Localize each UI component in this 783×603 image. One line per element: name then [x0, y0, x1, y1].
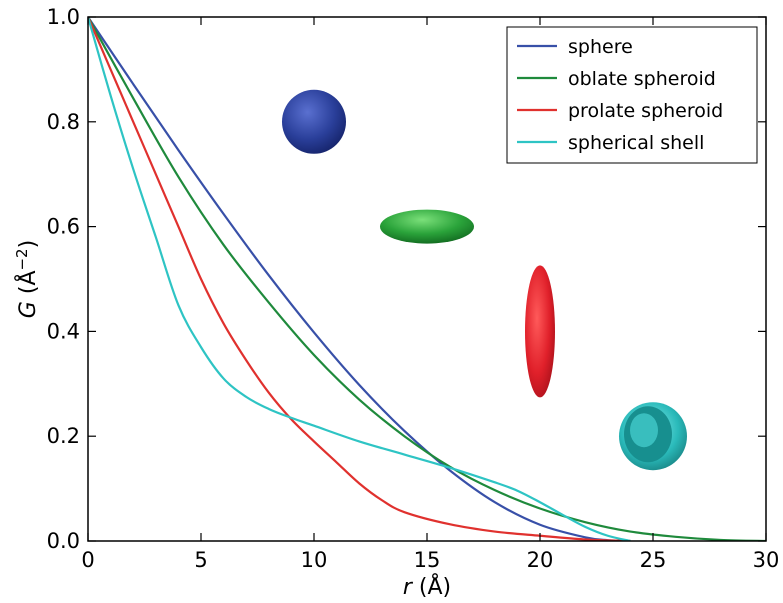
series-line-prolate-spheroid — [88, 17, 631, 541]
x-tick-label: 20 — [527, 548, 554, 572]
sphere-shape-icon — [282, 89, 346, 154]
legend-label: spherical shell — [568, 132, 704, 154]
x-tick-label: 15 — [414, 548, 441, 572]
spherical-shell-shape-icon — [619, 402, 687, 471]
y-tick-label: 0.4 — [47, 319, 80, 343]
legend-label: prolate spheroid — [568, 100, 723, 122]
x-tick-label: 0 — [81, 548, 94, 572]
y-tick-label: 0.6 — [47, 215, 80, 239]
y-tick-label: 1.0 — [47, 5, 80, 29]
x-tick-label: 30 — [753, 548, 780, 572]
x-axis-label: r (Å) — [403, 573, 451, 600]
y-tick-label: 0.8 — [47, 110, 80, 134]
legend-label: sphere — [568, 36, 633, 58]
series-line-oblate-spheroid — [88, 17, 766, 541]
y-tick-label: 0.0 — [47, 529, 80, 553]
x-tick-label: 25 — [640, 548, 667, 572]
series-line-spherical-shell — [88, 17, 631, 541]
x-tick-label: 5 — [194, 548, 207, 572]
legend-box — [506, 26, 758, 164]
x-tick-label: 10 — [301, 548, 328, 572]
shape-insets — [282, 89, 687, 471]
axis-ticks: 0 5 10 15 20 25 30 0.0 0.2 0.4 0.6 0.8 1.0 — [47, 5, 780, 572]
shell-highlight-icon — [630, 413, 658, 448]
legend-label: oblate spheroid — [568, 68, 716, 90]
y-axis-label: G (Å−2) — [13, 240, 41, 318]
series-lines — [88, 17, 766, 541]
prolate-spheroid-shape-icon — [525, 265, 555, 398]
series-line-sphere — [88, 17, 631, 541]
y-tick-label: 0.2 — [47, 424, 80, 448]
legend: sphere oblate spheroid prolate spheroid sph… — [506, 26, 758, 164]
oblate-spheroid-shape-icon — [380, 209, 474, 244]
